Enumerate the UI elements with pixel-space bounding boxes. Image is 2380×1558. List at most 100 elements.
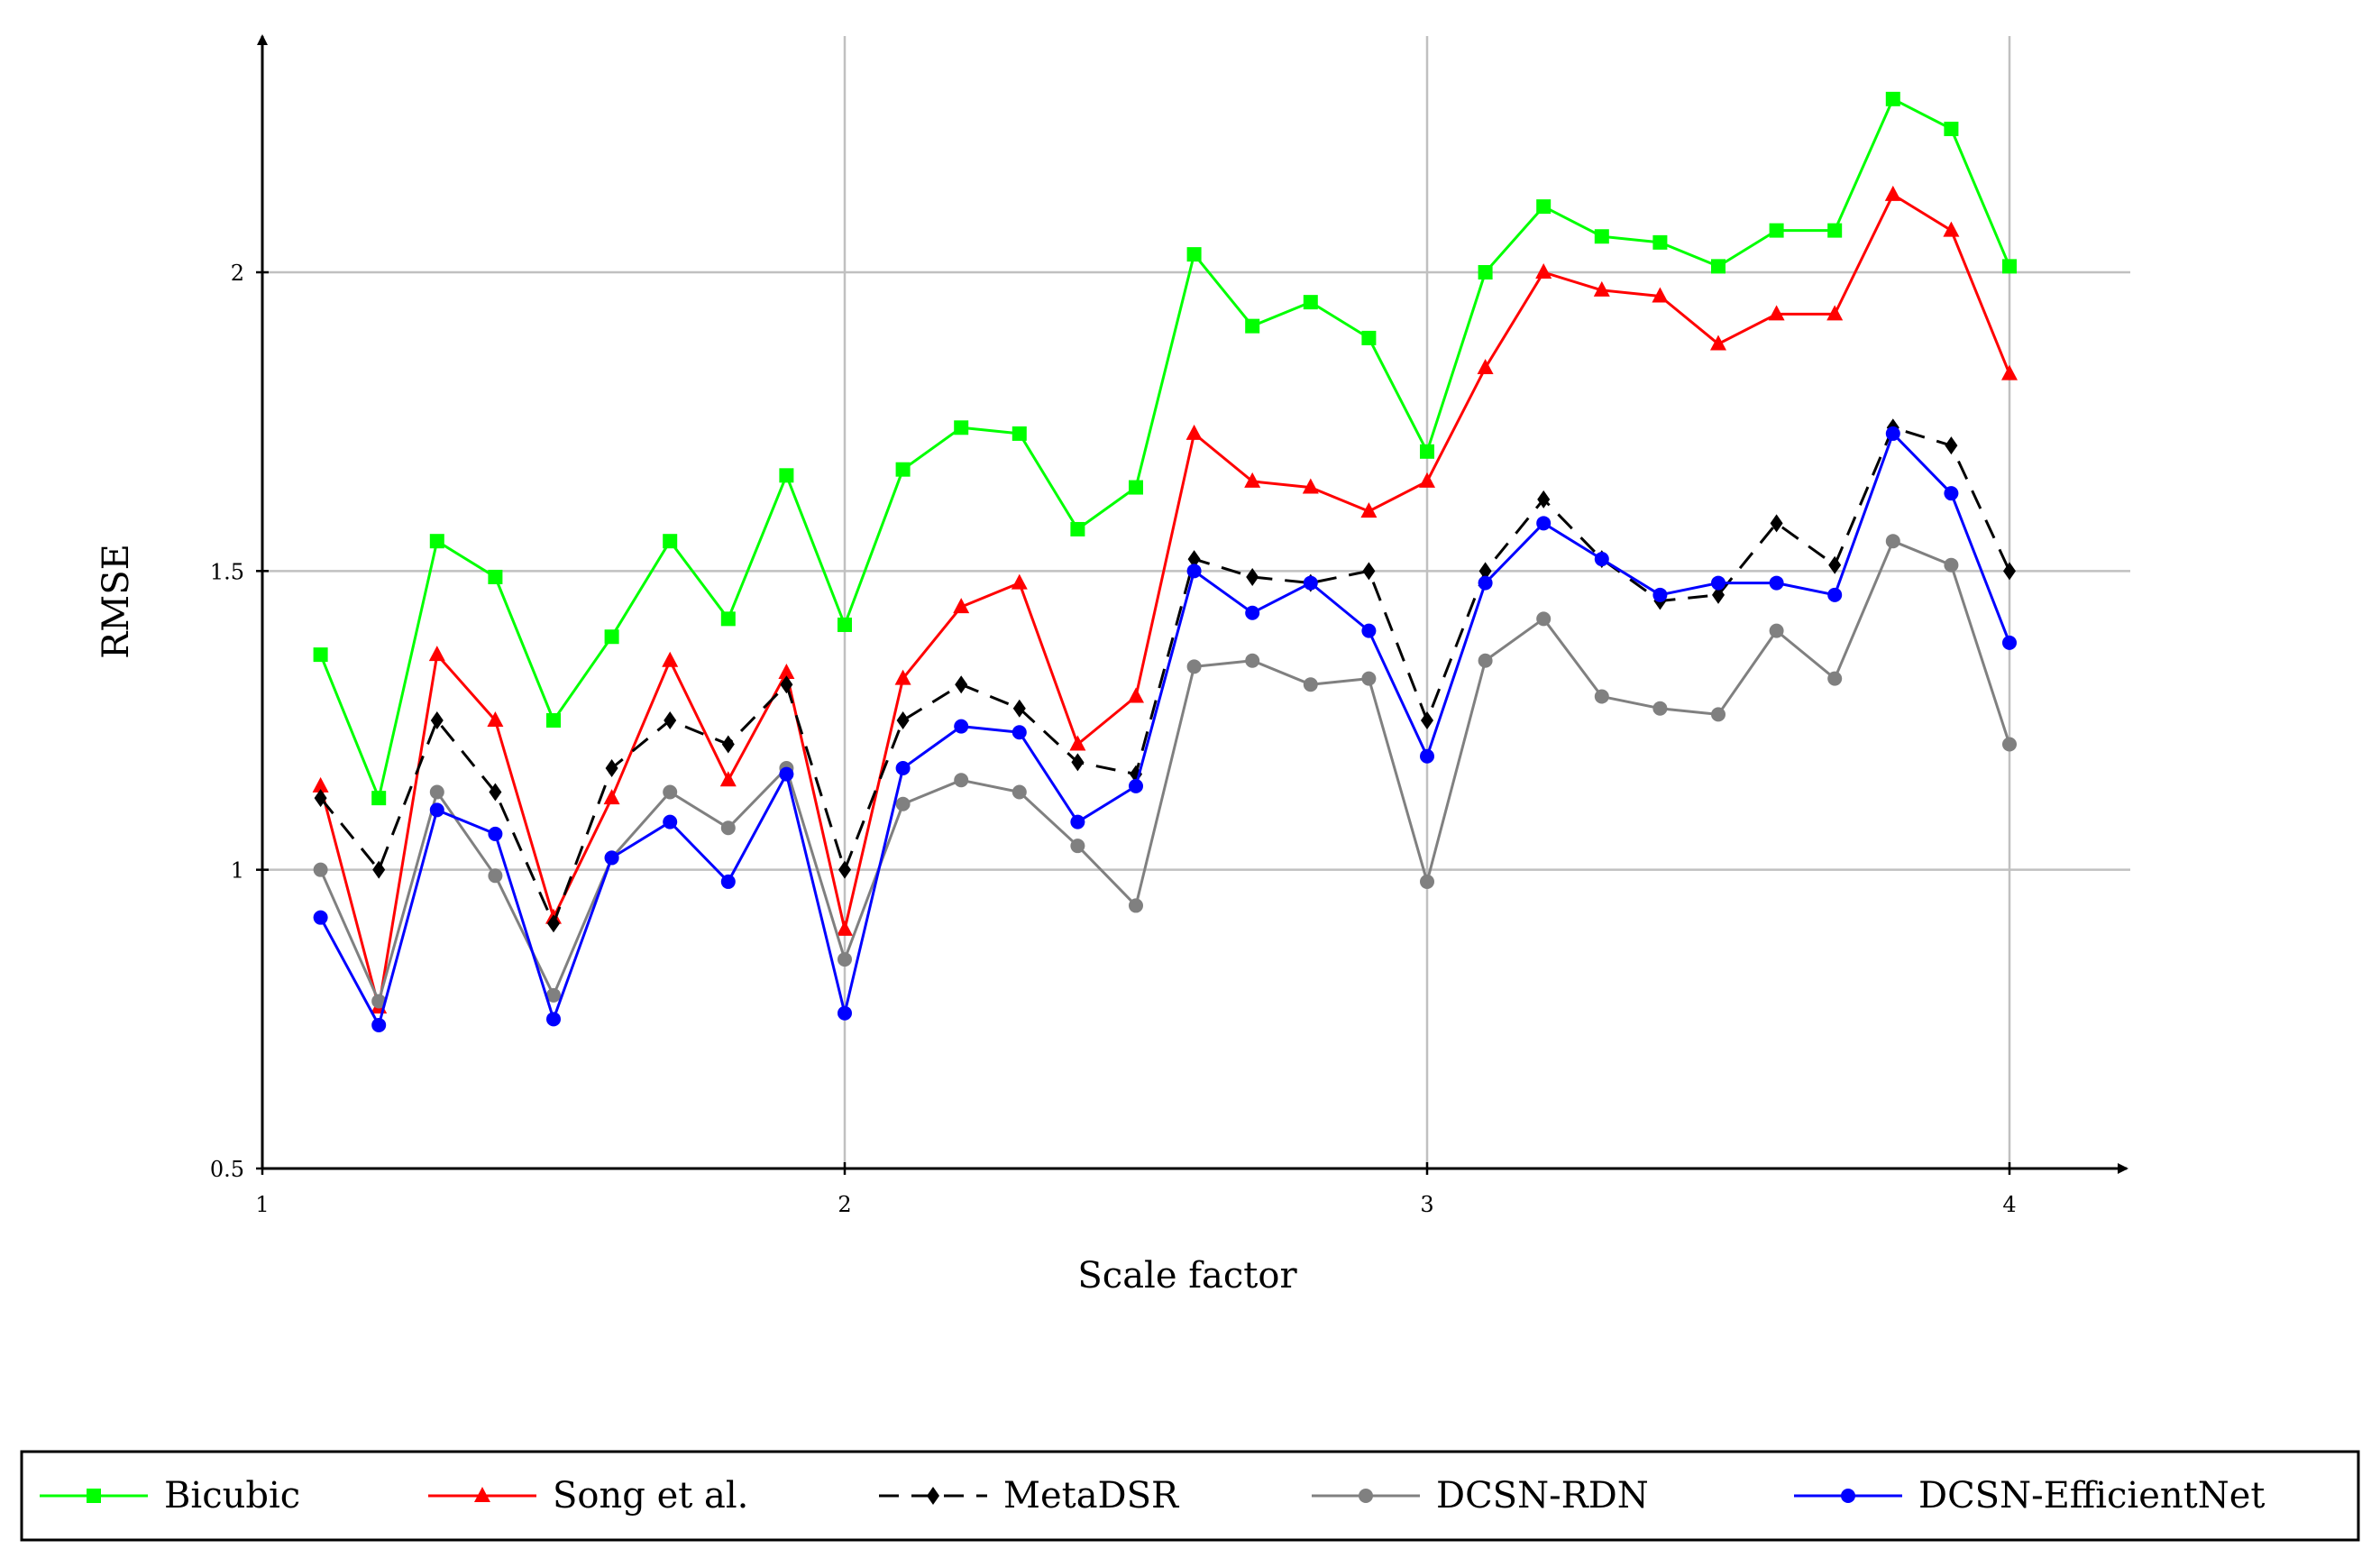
series-line: [319, 539, 2011, 1003]
data-point: [371, 791, 387, 806]
data-point: [1594, 229, 1609, 244]
data-point: [429, 802, 444, 818]
data-point: [1421, 711, 1433, 729]
legend-entry-2: MetaDSR: [879, 1475, 1180, 1517]
data-point: [779, 766, 794, 782]
data-point: [1594, 689, 1609, 704]
legend-marker: [1359, 1489, 1373, 1503]
data-point: [1477, 359, 1494, 375]
y-tick-label: 1.5: [210, 559, 244, 584]
data-point: [312, 776, 329, 793]
data-point: [1012, 426, 1027, 441]
legend-marker: [1841, 1489, 1855, 1503]
data-point: [1129, 778, 1143, 793]
data-point: [1069, 735, 1086, 751]
data-point: [1827, 587, 1843, 602]
series-line: [319, 97, 2011, 800]
data-point: [954, 420, 969, 435]
data-point: [372, 860, 386, 879]
data-point: [664, 711, 677, 729]
data-point: [487, 711, 504, 727]
data-point: [1420, 444, 1434, 459]
data-point: [721, 735, 735, 754]
data-point: [1826, 305, 1844, 321]
data-point: [313, 647, 328, 663]
data-point: [1768, 305, 1785, 321]
data-point: [1012, 699, 1026, 718]
data-point: [546, 713, 561, 728]
data-point: [1244, 472, 1261, 488]
data-point: [720, 820, 736, 836]
grid-lines: [262, 36, 2130, 1168]
legend-marker: [927, 1487, 939, 1505]
legend-marker: [474, 1487, 490, 1502]
x-tick-label: 3: [1420, 1192, 1433, 1217]
legend-label: DCSN-EfficientNet: [1918, 1475, 2265, 1517]
data-point: [953, 598, 970, 614]
data-point: [1012, 784, 1027, 800]
data-point: [1536, 199, 1552, 215]
series-layer: [312, 91, 2018, 1032]
tick-labels: 1 2 3 4 0.5 1 1.5 2: [210, 261, 2017, 1217]
data-point: [1186, 247, 1202, 262]
data-point: [837, 920, 853, 936]
data-point: [313, 862, 328, 877]
data-point: [663, 814, 678, 829]
y-tick-label: 2: [231, 261, 244, 286]
data-point: [1303, 295, 1318, 310]
data-point: [1885, 426, 1900, 441]
y-axis-label: RMSE: [96, 544, 137, 659]
data-point: [429, 784, 444, 800]
series-3: [313, 534, 2017, 1009]
data-point: [1884, 185, 1901, 201]
data-point: [1070, 839, 1085, 854]
data-point: [1594, 552, 1609, 567]
data-point: [1827, 671, 1843, 686]
legend-entry-4: DCSN-EfficientNet: [1794, 1475, 2265, 1517]
data-point: [371, 994, 387, 1009]
x-tick-label: 4: [2002, 1192, 2016, 1217]
legend-label: MetaDSR: [1003, 1475, 1180, 1517]
data-point: [895, 462, 911, 477]
data-point: [1769, 575, 1784, 591]
data-point: [1652, 701, 1668, 716]
data-point: [955, 675, 968, 694]
data-point: [1245, 318, 1260, 334]
data-point: [1885, 534, 1900, 549]
data-point: [1710, 335, 1726, 351]
legend-entry-3: DCSN-RDN: [1312, 1475, 1649, 1517]
data-point: [895, 796, 911, 811]
data-point: [429, 534, 444, 549]
legend: Bicubic Song et al. MetaDSR DCSN-RDN DCSN-Ef…: [20, 1450, 2360, 1542]
data-point: [428, 646, 445, 662]
data-point: [1185, 424, 1203, 440]
data-point: [838, 952, 852, 967]
data-point: [1361, 330, 1377, 345]
data-point: [1302, 478, 1319, 494]
data-point: [604, 629, 619, 645]
data-point: [1652, 234, 1668, 250]
legend-label: DCSN-RDN: [1436, 1475, 1649, 1517]
data-point: [894, 669, 911, 685]
data-point: [1186, 564, 1202, 579]
data-point: [1070, 521, 1085, 536]
y-tick-label: 1: [231, 858, 244, 884]
data-point: [2003, 562, 2016, 581]
legend-marker: [87, 1489, 101, 1503]
data-point: [546, 987, 561, 1003]
data-point: [1712, 585, 1725, 604]
data-point: [1537, 490, 1551, 509]
data-point: [1711, 707, 1726, 722]
data-point: [720, 874, 736, 889]
legend-box: [20, 1450, 2360, 1542]
data-point: [1827, 223, 1843, 238]
data-point: [895, 761, 911, 776]
x-tick-label: 2: [838, 1192, 851, 1217]
data-point: [1769, 623, 1784, 638]
data-point: [489, 783, 502, 802]
data-point: [1478, 653, 1493, 668]
data-point: [2001, 364, 2018, 380]
data-point: [1769, 223, 1784, 238]
data-point: [1536, 516, 1552, 531]
